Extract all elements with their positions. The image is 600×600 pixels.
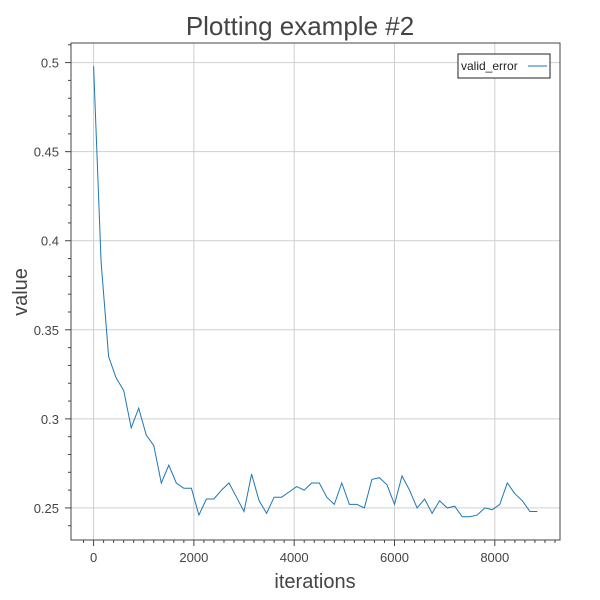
y-axis-label: value xyxy=(10,268,32,316)
chart-title: Plotting example #2 xyxy=(186,11,414,41)
y-tick-label: 0.4 xyxy=(41,234,59,249)
y-tick-label: 0.35 xyxy=(34,323,59,338)
series-line-valid-error xyxy=(93,66,538,518)
x-axis-label: iterations xyxy=(274,571,355,593)
x-tick-label: 6000 xyxy=(380,550,409,565)
x-tick-label: 0 xyxy=(90,550,97,565)
legend: valid_error xyxy=(457,53,551,79)
x-tick-label: 8000 xyxy=(480,550,509,565)
x-tick-label: 4000 xyxy=(280,550,309,565)
y-tick-label: 0.25 xyxy=(34,501,59,516)
x-axis: 0 2000 4000 6000 8000 xyxy=(83,540,556,565)
grid-lines xyxy=(71,43,560,540)
plot-frame xyxy=(70,42,561,541)
y-tick-label: 0.3 xyxy=(41,412,59,427)
y-axis: 0.25 0.3 0.35 0.4 0.45 0.5 xyxy=(34,44,71,527)
legend-label: valid_error xyxy=(461,59,518,73)
y-tick-label: 0.45 xyxy=(34,145,59,160)
series-lines xyxy=(93,66,538,518)
x-tick-label: 2000 xyxy=(179,550,208,565)
y-tick-label: 0.5 xyxy=(41,56,59,71)
